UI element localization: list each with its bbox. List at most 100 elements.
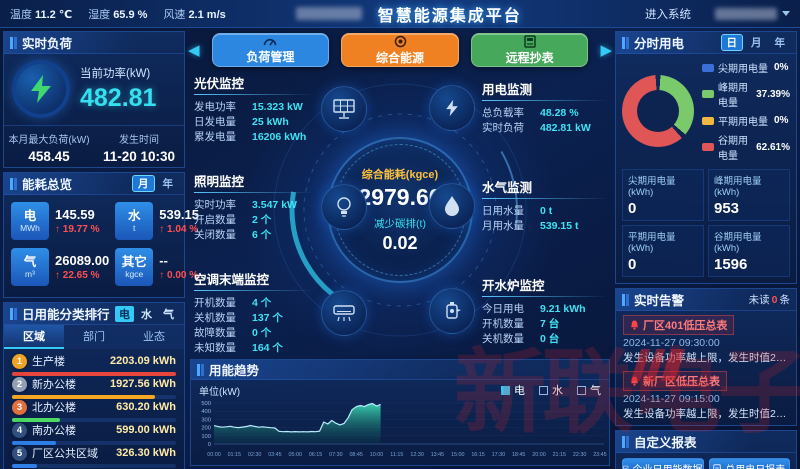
svg-text:01:15: 01:15	[228, 452, 242, 458]
alarm-item[interactable]: 新厂区低压总表 2024-11-27 09:15:00 发生设备功率越上限，发生…	[623, 371, 789, 421]
svg-text:11:15: 11:15	[390, 452, 403, 458]
svg-text:08:45: 08:45	[349, 452, 363, 458]
ac-monitor-group: 空调末端监控 开机数量 4 个 关机数量 137 个 故障数量 0 个 未知数量 164…	[194, 269, 367, 356]
bulb-icon	[321, 184, 367, 230]
legend-gas[interactable]: 气	[577, 382, 601, 398]
svg-text:500: 500	[201, 401, 211, 407]
daily-energy-ranking-panel: 日用能分类排行 电 水 气 区域 部门 业态 1 生产楼 2203.09 kWh	[3, 302, 185, 469]
remote-meter-button[interactable]: 远程抄表	[470, 33, 589, 67]
wind-label: 风速	[163, 8, 186, 21]
boiler-title: 开水炉监控	[482, 279, 545, 293]
subtab-department[interactable]: 部门	[83, 331, 105, 343]
svg-text:15:00: 15:00	[451, 452, 465, 458]
logo-blurred	[295, 7, 362, 20]
energy-icon	[394, 35, 406, 47]
central-visual-stage: 综合能耗(kgce) 2979.60 减少碳排(t) 0.02 光伏监控 发电功…	[190, 73, 610, 355]
electric-icon: 电 MWh	[11, 202, 49, 240]
temp-label: 温度	[10, 8, 32, 21]
subtab-region[interactable]: 区域	[4, 325, 64, 349]
panel-header-icon	[10, 36, 17, 49]
subtab-business[interactable]: 业态	[143, 331, 165, 343]
max-load-value: 458.45	[28, 149, 70, 164]
legend-water[interactable]: 水	[539, 382, 563, 398]
lighting-title: 照明监控	[194, 175, 245, 189]
alarm-desc: 发生设备功率越上限，发生时值224.94kW...	[623, 408, 789, 420]
realtime-load-panel: 实时负荷 当前功率(kW) 482.81 本月最大负荷(kW) 458.45 发…	[3, 31, 185, 168]
energy-trend-panel: 用能趋势 单位(kW) 电 水 气 0 100 200 300 400 500 00:00 0…	[190, 359, 610, 466]
report-button-daily-energy[interactable]: 企业日用能数据	[622, 458, 704, 469]
gas-icon: 气 m³	[11, 248, 49, 286]
panel-header-icon	[197, 363, 204, 376]
tou-toggle-month[interactable]: 月	[751, 37, 762, 49]
enter-system-link[interactable]: 进入系统	[645, 8, 691, 21]
toggle-month[interactable]: 月	[132, 175, 155, 192]
svg-text:21:15: 21:15	[553, 452, 567, 458]
svg-text:02:30: 02:30	[248, 452, 262, 458]
ranking-row: 3 北办公楼 630.20 kWh	[12, 399, 176, 422]
rank-1-medal-icon: 1	[12, 353, 27, 369]
boiler-monitor-group: 开水炉监控 今日用电 9.21 kWh 开机数量 7 台 关机数量 0 台	[429, 275, 608, 347]
tile-other: 其它 kgce -- ↑ 0.00 %	[115, 248, 199, 286]
occur-time-value: 11-20 10:30	[102, 149, 176, 164]
report-button-total-electric[interactable]: 总用电日报表	[708, 458, 790, 469]
tou-toggle-day[interactable]: 日	[720, 34, 743, 51]
meter-icon	[523, 34, 536, 48]
page-title: 智慧能源集成平台	[377, 7, 522, 25]
integrated-energy-button[interactable]: 综合能源	[341, 33, 459, 67]
legend-swatch	[702, 90, 714, 98]
electric-monitor-group: 用电监测 总负载率 48.28 % 实时负荷 482.81 kW	[429, 79, 608, 136]
legend-checkbox-water[interactable]	[539, 385, 548, 395]
svg-text:06:15: 06:15	[309, 452, 323, 458]
ranking-row: 1 生产楼 2203.09 kWh	[12, 353, 176, 376]
legend-item: 谷期用电量 62.61%	[702, 132, 790, 162]
legend-checkbox-electric[interactable]	[501, 385, 510, 395]
user-menu[interactable]	[715, 7, 790, 20]
other-value: --	[159, 253, 168, 268]
ranking-tab-water[interactable]: 水	[141, 308, 152, 321]
ranking-title: 日用能分类排行	[22, 308, 110, 322]
left-column: 实时负荷 当前功率(kW) 482.81 本月最大负荷(kW) 458.45 发…	[0, 28, 199, 469]
legend-checkbox-gas[interactable]	[577, 385, 586, 395]
svg-text:18:45: 18:45	[512, 452, 526, 458]
svg-text:100: 100	[201, 434, 211, 440]
ranking-row: 5 厂区公共区域 326.30 kWh	[12, 445, 176, 468]
top-header: 温度 11.2 ℃ 湿度 65.9 % 风速 2.1 m/s 智慧能源集成平台 进入系…	[0, 0, 800, 28]
trend-chart: 0 100 200 300 400 500 00:00 01:15 02:30 03:45 05:0…	[201, 401, 606, 458]
svg-text:07:30: 07:30	[329, 452, 343, 458]
tou-stat-cell: 尖期用电量(kWh) 0	[622, 169, 704, 221]
solar-panel-icon	[321, 86, 367, 132]
tou-stat-cell: 峰期用电量(kWh) 953	[708, 169, 790, 221]
ranking-tab-gas[interactable]: 气	[163, 308, 174, 321]
center-column: ◀ 负荷管理 综合能源 远程抄表 ▶ 综合能耗(	[188, 28, 612, 469]
module-nav-bar: ◀ 负荷管理 综合能源 远程抄表 ▶	[188, 31, 612, 69]
next-arrow-icon[interactable]: ▶	[600, 42, 613, 59]
svg-text:03:45: 03:45	[268, 452, 282, 458]
wind-value: 2.1 m/s	[188, 8, 226, 21]
alarm-item[interactable]: 厂区401低压总表 2024-11-27 09:30:00 发生设备功率越上限，…	[623, 315, 789, 365]
prev-arrow-icon[interactable]: ◀	[188, 42, 200, 59]
rank-bar	[12, 464, 176, 468]
load-management-button[interactable]: 负荷管理	[211, 33, 330, 67]
tou-toggle-year[interactable]: 年	[774, 37, 786, 49]
legend-electric[interactable]: 电	[501, 382, 525, 398]
current-power-value: 482.81	[80, 84, 157, 112]
ranking-tab-electric[interactable]: 电	[115, 305, 134, 322]
lightning-icon	[31, 75, 51, 103]
water-monitor-group: 水气监测 日用水量 0 t 月用水量 539.15 t	[429, 177, 608, 234]
boiler-icon	[429, 288, 475, 334]
trend-legend: 电 水 气	[501, 382, 601, 398]
water-value: 539.15	[159, 207, 199, 222]
svg-text:00:00: 00:00	[207, 452, 221, 458]
toggle-year[interactable]: 年	[162, 178, 174, 190]
water-change: ↑ 1.04 %	[159, 224, 199, 235]
svg-text:13:45: 13:45	[431, 452, 445, 458]
tou-stat-cell: 谷期用电量(kWh) 1596	[708, 225, 790, 277]
tou-stats: 尖期用电量(kWh) 0 峰期用电量(kWh) 953 平期用电量(kWh) 0 谷期…	[616, 164, 796, 283]
alarm-time: 2024-11-27 09:30:00	[623, 337, 720, 349]
alarm-title: 实时告警	[634, 294, 685, 308]
ac-title: 空调末端监控	[194, 273, 270, 287]
gas-value: 26089.00	[55, 253, 110, 268]
document-icon	[713, 463, 722, 469]
tile-electric: 电 MWh 145.59 ↑ 19.77 %	[11, 202, 109, 240]
